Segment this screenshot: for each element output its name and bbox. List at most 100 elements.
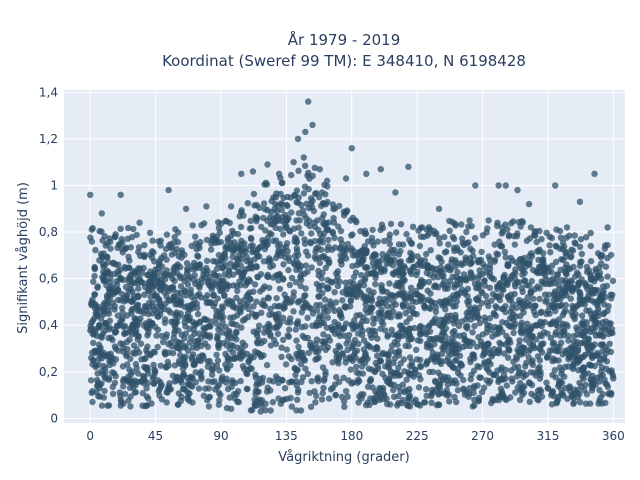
data-point — [562, 253, 570, 260]
data-point — [170, 334, 177, 341]
data-point — [445, 348, 452, 355]
data-point — [510, 218, 517, 225]
data-point — [454, 292, 462, 300]
data-point — [188, 293, 195, 300]
data-point — [504, 281, 511, 288]
data-point — [281, 291, 288, 298]
data-point — [280, 231, 287, 238]
data-point — [538, 322, 545, 330]
data-point — [140, 253, 148, 260]
data-point — [341, 250, 348, 258]
outlier-point — [165, 186, 172, 194]
data-point — [195, 242, 202, 249]
data-point — [281, 385, 289, 392]
data-point — [146, 318, 153, 325]
data-point — [421, 302, 428, 310]
data-point — [502, 254, 509, 261]
data-point — [276, 240, 283, 248]
data-point — [174, 343, 181, 350]
data-point — [497, 341, 505, 348]
data-point — [128, 310, 135, 317]
data-point — [387, 220, 395, 228]
data-point — [378, 268, 385, 276]
data-point — [266, 377, 273, 384]
data-point — [498, 364, 505, 371]
data-point — [555, 382, 562, 390]
data-point — [155, 260, 163, 267]
data-point — [351, 317, 358, 324]
data-point — [509, 257, 516, 264]
data-point — [257, 271, 265, 278]
data-point — [273, 208, 281, 215]
data-point — [430, 283, 438, 291]
data-point — [293, 337, 300, 344]
data-point — [196, 330, 203, 337]
data-point — [205, 403, 213, 410]
data-point — [378, 256, 386, 263]
data-point — [175, 253, 182, 260]
data-point — [581, 279, 588, 287]
data-point — [198, 352, 206, 359]
data-point — [213, 320, 220, 327]
outlier-point — [309, 121, 316, 129]
data-point — [313, 392, 320, 400]
data-point — [220, 263, 227, 271]
data-point — [297, 407, 305, 414]
data-point — [259, 237, 266, 244]
data-point — [165, 307, 172, 314]
data-point — [203, 270, 210, 278]
data-point — [186, 339, 194, 346]
data-point — [272, 254, 280, 261]
data-point — [470, 389, 477, 396]
data-point — [551, 393, 558, 400]
data-point — [492, 303, 499, 310]
data-point — [554, 271, 561, 278]
data-point — [574, 331, 581, 338]
data-point — [476, 374, 483, 381]
data-point — [241, 316, 249, 323]
data-point — [464, 322, 471, 330]
data-point — [349, 252, 357, 259]
outlier-point — [136, 219, 143, 226]
data-point — [162, 300, 169, 307]
data-point — [498, 375, 505, 383]
data-point — [592, 265, 599, 273]
data-point — [94, 312, 102, 319]
data-point — [235, 256, 242, 263]
data-point — [127, 244, 134, 251]
data-point — [302, 365, 309, 372]
data-point — [358, 363, 366, 370]
outlier-point — [305, 98, 312, 105]
data-point — [480, 384, 488, 391]
data-point — [285, 227, 293, 234]
data-point — [149, 303, 156, 310]
data-point — [283, 240, 291, 247]
data-point — [584, 342, 591, 349]
data-point — [148, 310, 156, 317]
data-point — [468, 259, 475, 267]
data-point — [307, 403, 315, 410]
data-point — [365, 365, 372, 372]
data-point — [278, 353, 285, 361]
data-point — [320, 252, 328, 260]
data-point — [399, 302, 407, 309]
data-point — [520, 369, 527, 377]
data-point — [454, 276, 461, 283]
data-point — [329, 359, 336, 366]
data-point — [445, 391, 453, 398]
data-point — [197, 357, 204, 365]
data-point — [596, 269, 604, 277]
data-point — [89, 296, 96, 303]
data-point — [559, 312, 566, 319]
outlier-point — [275, 170, 283, 177]
data-point — [291, 192, 299, 199]
data-point — [255, 388, 262, 395]
data-point — [604, 307, 611, 314]
data-point — [421, 297, 428, 304]
data-point — [224, 366, 231, 373]
data-point — [255, 327, 262, 334]
data-point — [267, 407, 274, 414]
data-point — [432, 308, 440, 315]
data-point — [556, 227, 564, 235]
data-point — [135, 349, 143, 356]
